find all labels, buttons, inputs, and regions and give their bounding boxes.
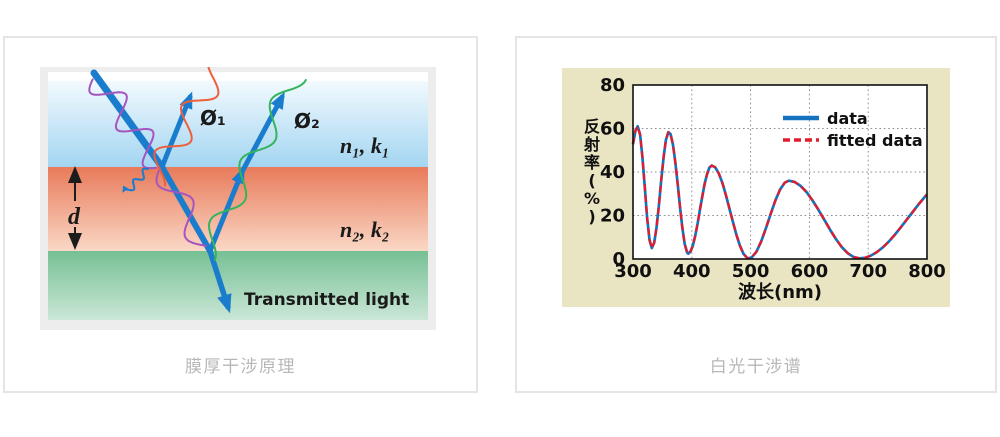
chart-svg: 300 400 500 600 700 800 0 20 40 60 80 波长(nm) 反射率(%) d… [583, 75, 946, 303]
legend-label: data [827, 109, 868, 128]
phi1-label: Ø₁ [200, 106, 226, 130]
incident-ray [90, 69, 166, 171]
svg-text:60: 60 [600, 119, 625, 140]
phi1-wave [153, 67, 220, 187]
svg-text:0: 0 [612, 249, 625, 270]
substrate-layer [48, 251, 428, 320]
tick-labels: 300 400 500 600 700 800 0 20 40 60 80 [600, 75, 946, 282]
thickness-label: d [68, 204, 81, 230]
svg-text:80: 80 [600, 75, 625, 96]
x-axis-label: 波长(nm) [738, 281, 822, 303]
axis-border [632, 84, 928, 260]
thickness-arrow [68, 166, 82, 250]
spectrum-chart-card: 300 400 500 600 700 800 0 20 40 60 80 波长(nm) 反射率(%) d… [515, 36, 997, 393]
incident-wave [88, 78, 158, 170]
phi2-label: Ø₂ [294, 109, 320, 133]
svg-text:800: 800 [908, 261, 946, 282]
principle-figure-card: Ø₁ Ø₂ n₁, k₁ n₂, k₂ d Transmitted light … [3, 36, 478, 393]
y-axis-label: 反射率(%) [583, 117, 600, 226]
svg-text:40: 40 [600, 162, 625, 183]
n1k1-label: n₁, k₁ [340, 133, 390, 158]
phi2-wave [207, 79, 307, 261]
figure-caption-right: 白光干涉谱 [709, 357, 803, 377]
in-film-wave [155, 167, 208, 247]
thin-film-diagram: Ø₁ Ø₂ n₁, k₁ n₂, k₂ d Transmitted light [40, 67, 436, 330]
n2k2-label: n₂, k₂ [340, 217, 390, 242]
series-line-fitted-data [631, 125, 928, 260]
transmitted-ray [207, 248, 232, 314]
svg-text:700: 700 [849, 261, 887, 282]
svg-text:500: 500 [732, 261, 770, 282]
figure-caption-left: 膜厚干涉原理 [185, 357, 296, 377]
legend-label: fitted data [827, 131, 923, 150]
top-surface-band [48, 72, 428, 81]
svg-text:600: 600 [791, 261, 829, 282]
svg-text:300: 300 [614, 261, 652, 282]
reflected-ray-1 [159, 91, 193, 170]
reflected-ray-2-upper [239, 91, 285, 175]
in-film-ray [159, 164, 213, 254]
scattered-wave-arrow [122, 167, 149, 193]
thickness-arrowhead-up [68, 166, 82, 183]
film-layers [48, 72, 428, 320]
legend: data fitted data [783, 109, 923, 150]
svg-text:20: 20 [600, 206, 625, 227]
svg-text:400: 400 [673, 261, 711, 282]
interference-chart: 300 400 500 600 700 800 0 20 40 60 80 波长(nm) 反射率(%) d… [562, 68, 950, 307]
thin-film-diagram-svg: Ø₁ Ø₂ n₁, k₁ n₂, k₂ d Transmitted light [40, 67, 436, 330]
transmitted-light-label: Transmitted light [244, 290, 409, 310]
thickness-arrowhead-down [68, 233, 82, 250]
